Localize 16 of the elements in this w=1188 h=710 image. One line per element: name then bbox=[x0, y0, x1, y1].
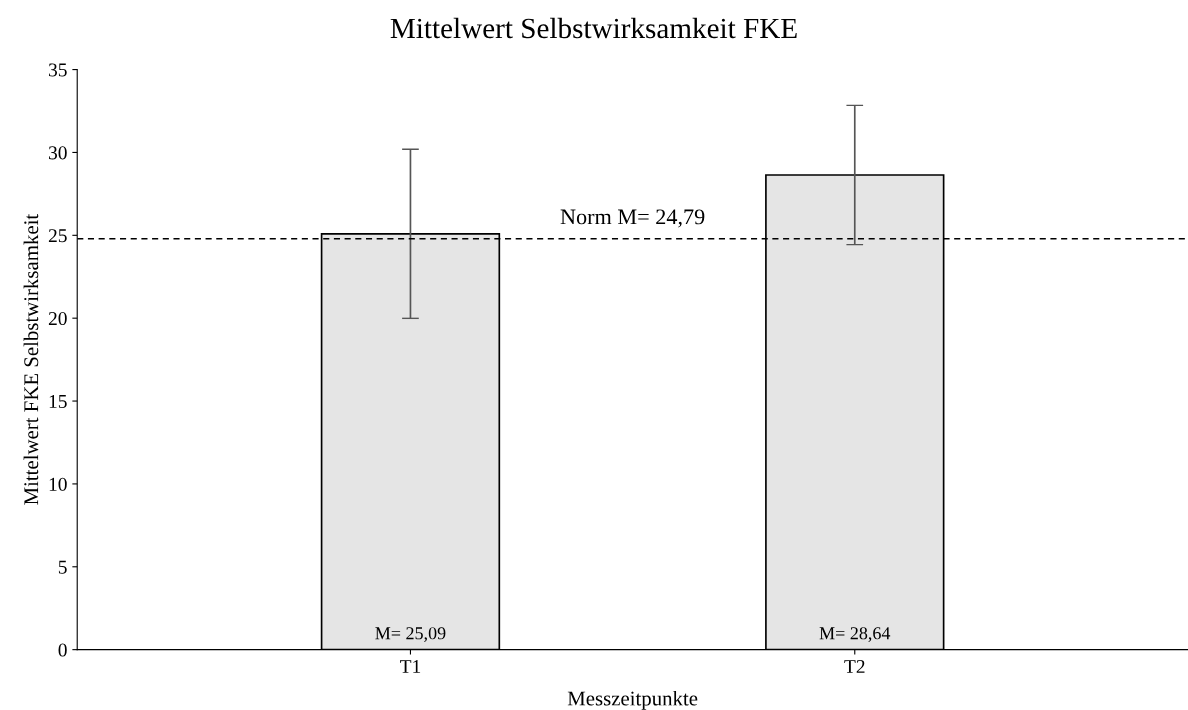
x-tick-label: T1 bbox=[400, 660, 421, 673]
y-tick-label: 30 bbox=[48, 146, 67, 160]
y-tick-label: 10 bbox=[49, 477, 67, 491]
x-tick-label: T2 bbox=[844, 659, 865, 673]
y-tick-label: 0 bbox=[58, 643, 67, 657]
y-tick-label: 20 bbox=[48, 312, 67, 326]
y-tick-label: 25 bbox=[48, 229, 67, 243]
chart-title: Mittelwert Selbstwirksamkeit FKE bbox=[390, 17, 797, 39]
y-tick-label: 5 bbox=[58, 560, 67, 574]
y-tick-label: 15 bbox=[49, 394, 67, 408]
data-label: M= 25,09 bbox=[375, 627, 446, 642]
y-axis-title: Mittelwert FKE Selbstwirksamkeit bbox=[23, 213, 39, 505]
x-axis-title: Messzeitpunkte bbox=[567, 690, 698, 710]
ref-line-label: Norm M= 24,79 bbox=[560, 209, 705, 228]
data-label: M= 28,64 bbox=[819, 627, 891, 642]
y-tick-label: 35 bbox=[48, 63, 67, 77]
